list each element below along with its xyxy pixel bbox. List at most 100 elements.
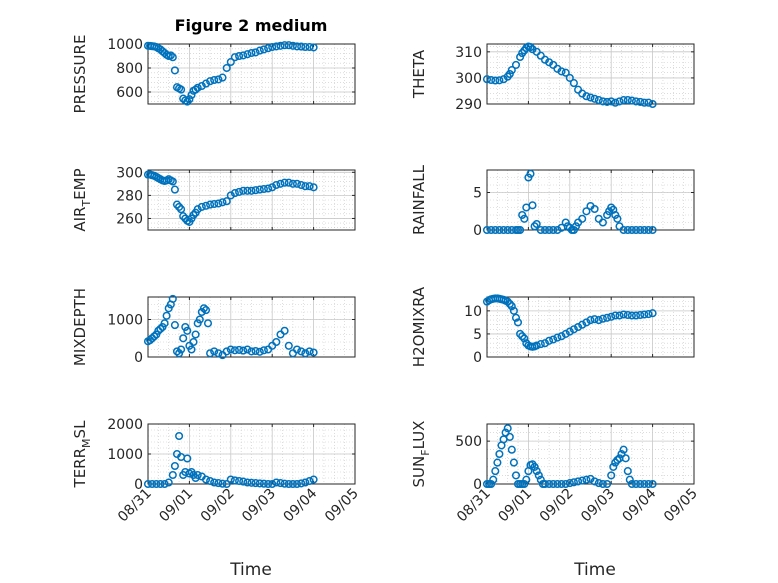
data-point (247, 347, 256, 356)
axes-box (486, 296, 695, 358)
data-point (297, 347, 306, 356)
data-point (499, 225, 508, 235)
data-point (305, 42, 314, 52)
data-point (255, 479, 264, 488)
data-point (206, 77, 215, 86)
data-point (172, 347, 182, 356)
y-tick-label: 2000 (107, 417, 143, 433)
data-point (503, 424, 512, 433)
data-point (210, 347, 219, 356)
data-point (536, 225, 545, 235)
data-point (627, 96, 636, 105)
data-point (648, 225, 657, 235)
data-point (230, 53, 239, 62)
data-point (644, 225, 653, 235)
grid (148, 170, 355, 230)
data-point (175, 431, 184, 441)
data-point (162, 311, 171, 320)
data-point (631, 479, 641, 489)
data-point (243, 345, 252, 354)
data-point (218, 198, 227, 207)
data-point (203, 319, 213, 328)
subplot-4: 0 5 RAINFALL (410, 164, 695, 239)
data-point (309, 183, 318, 192)
data-point (578, 214, 587, 223)
data-point (301, 478, 310, 487)
data-point (150, 332, 159, 341)
data-point (545, 336, 554, 345)
data-point (243, 478, 252, 487)
axes-box (486, 423, 695, 485)
data-point (239, 346, 248, 355)
data-point (292, 42, 302, 51)
data-point (613, 214, 622, 223)
y-axis-label-rest: LUX (410, 421, 428, 450)
data-point (509, 306, 518, 315)
grid (487, 424, 694, 484)
data-point (143, 479, 153, 489)
data-point (247, 186, 256, 195)
data-point (549, 479, 558, 489)
data-point (251, 479, 260, 488)
data-point (561, 68, 570, 77)
y-axis-label-main: H2OMIXRA (410, 286, 428, 367)
data-point (536, 51, 545, 60)
data-point (611, 311, 620, 320)
data-point (239, 51, 248, 60)
data-point (166, 51, 175, 60)
data-point (586, 316, 595, 325)
data-point (259, 45, 268, 54)
data-point (617, 449, 626, 459)
data-point (582, 92, 591, 101)
y-tick-label: 500 (455, 434, 482, 450)
data-point (501, 428, 510, 437)
data-point (503, 225, 512, 235)
axes-box (147, 296, 356, 358)
data-point (540, 479, 550, 489)
data-point (528, 201, 537, 210)
data-point (284, 479, 293, 489)
data-point (623, 467, 632, 476)
data-point (615, 97, 624, 106)
data-point (280, 326, 289, 335)
data-point (292, 179, 302, 188)
data-point (148, 479, 157, 489)
data-point (561, 329, 570, 338)
data-point (168, 53, 177, 62)
data-point (520, 334, 529, 343)
y-tick-label: 300 (455, 71, 482, 87)
data-point (189, 337, 198, 347)
data-point (623, 225, 632, 235)
data-point (627, 311, 636, 320)
data-point (276, 179, 285, 188)
y-axis-label-subscript: M (80, 438, 93, 448)
y-axis-label-main: MIXDEPTH (71, 288, 89, 366)
data-point (598, 479, 607, 489)
data-point (222, 197, 231, 206)
y-tick-label: 10 (464, 304, 482, 320)
data-point (619, 96, 628, 105)
data-point (201, 79, 211, 88)
y-axis-label: TERRMSL (71, 420, 93, 489)
data-point (235, 51, 244, 61)
data-point (187, 345, 196, 354)
data-point (201, 306, 211, 315)
data-point (520, 214, 529, 223)
data-point (505, 69, 514, 79)
data-point (214, 75, 223, 84)
data-point (636, 310, 645, 320)
data-point (272, 42, 281, 51)
data-point (603, 313, 612, 322)
grid (148, 44, 355, 104)
data-point (491, 76, 500, 85)
data-point (305, 182, 314, 191)
data-point (210, 199, 219, 209)
subplot-3: 260 280 300 AIRTEMP (71, 165, 356, 232)
data-point (644, 479, 653, 489)
y-tick-label: 600 (116, 85, 143, 101)
axes-box (486, 169, 695, 231)
data-point (549, 335, 558, 344)
subplot-6: 0 5 10 H2OMIXRA (410, 286, 695, 367)
data-point (648, 99, 657, 109)
